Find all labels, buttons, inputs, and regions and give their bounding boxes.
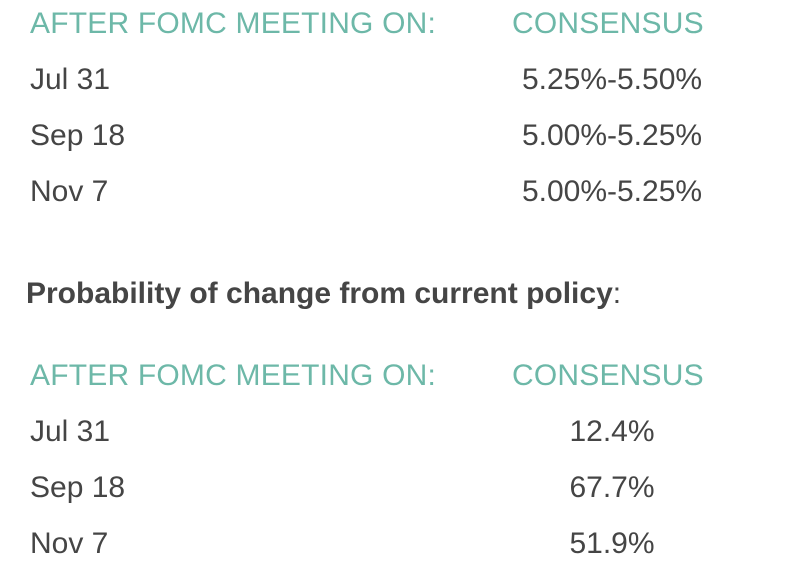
probability-heading-text: Probability of change from current polic… (26, 277, 613, 310)
table1-row-date: Sep 18 (30, 119, 126, 152)
table1-header-meeting: AFTER FOMC MEETING ON: (30, 7, 437, 40)
table2-row-value: 12.4% (569, 415, 655, 448)
table1-row-value: 5.00%-5.25% (521, 119, 703, 152)
probability-heading-colon: : (612, 277, 622, 310)
table1-row-value: 5.00%-5.25% (521, 175, 703, 208)
table2-header-meeting: AFTER FOMC MEETING ON: (30, 359, 437, 392)
probability-heading: Probability of change from current polic… (26, 274, 621, 314)
table2-row-date: Sep 18 (30, 471, 126, 504)
table1-row: Nov 7 5.00%-5.25% (0, 172, 796, 212)
table1-row: Jul 31 5.25%-5.50% (0, 60, 796, 100)
table2-row: Jul 31 12.4% (0, 412, 796, 452)
table1-header-consensus: CONSENSUS (512, 7, 704, 40)
table2-row: Sep 18 67.7% (0, 468, 796, 508)
table1-row-date: Jul 31 (30, 63, 111, 96)
table2-header-consensus: CONSENSUS (512, 359, 704, 392)
table2-row-value: 67.7% (569, 471, 655, 504)
table1-row-value: 5.25%-5.50% (521, 63, 703, 96)
table2-row-value: 51.9% (569, 527, 655, 560)
table1-header-row: AFTER FOMC MEETING ON: CONSENSUS (0, 4, 796, 44)
table1-row-date: Nov 7 (30, 175, 109, 208)
table1-row: Sep 18 5.00%-5.25% (0, 116, 796, 156)
table2-row-date: Nov 7 (30, 527, 109, 560)
table2-header-row: AFTER FOMC MEETING ON: CONSENSUS (0, 356, 796, 396)
table2-row-date: Jul 31 (30, 415, 111, 448)
table2-row: Nov 7 51.9% (0, 524, 796, 564)
